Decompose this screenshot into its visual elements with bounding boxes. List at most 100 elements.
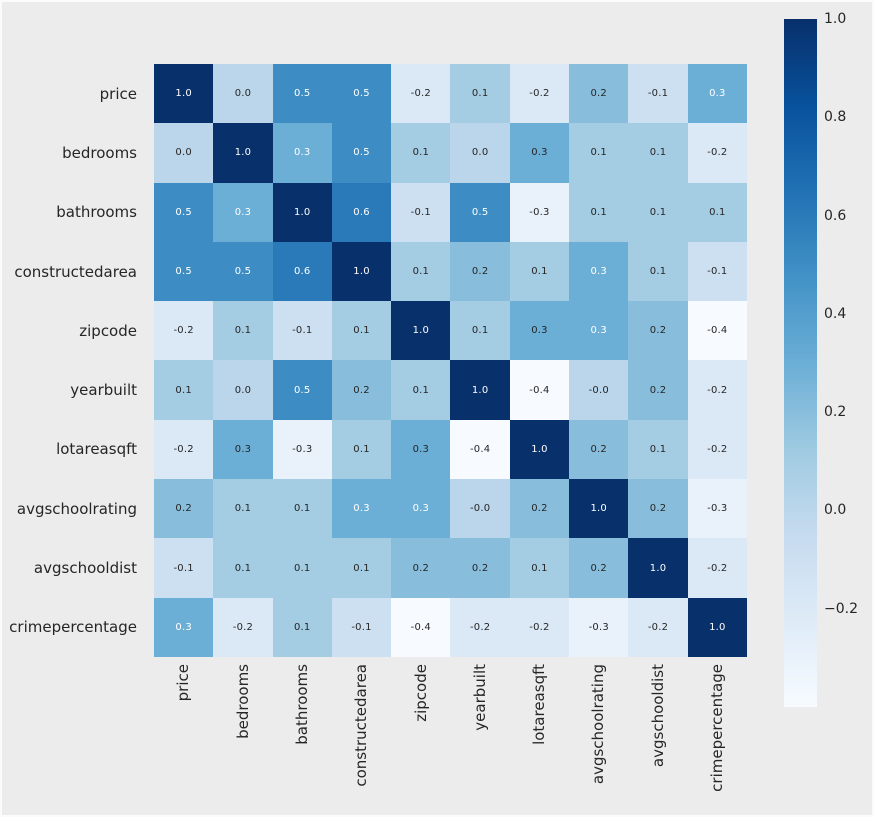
y-tick-label-price: price: [99, 84, 137, 103]
heatmap-cell-bedrooms-crimepercentage: -0.2: [687, 123, 747, 183]
heatmap-cell-bedrooms-bathrooms: 0.3: [272, 123, 332, 183]
heatmap-cell-yearbuilt-lotareasqft: -0.4: [509, 360, 570, 420]
heatmap-cell-avgschoolrating-lotareasqft: 0.2: [509, 479, 570, 539]
heatmap-cell-zipcode-avgschooldist: 0.2: [628, 301, 688, 361]
heatmap-cell-price-lotareasqft: -0.2: [509, 64, 570, 124]
heatmap-cell-crimepercentage-crimepercentage: 1.0: [687, 597, 747, 657]
heatmap-cell-constructedarea-zipcode: 0.1: [391, 241, 451, 302]
heatmap-cell-avgschooldist-constructedarea: 0.1: [331, 538, 392, 598]
heatmap-cell-bathrooms-bathrooms: 1.0: [272, 182, 332, 242]
heatmap-cell-avgschooldist-avgschoolrating: 0.2: [569, 538, 629, 598]
heatmap-cell-bedrooms-avgschooldist: 0.1: [628, 123, 688, 183]
x-tick-label-crimepercentage: crimepercentage: [688, 664, 747, 809]
heatmap-cell-yearbuilt-crimepercentage: -0.2: [687, 360, 747, 420]
heatmap-cell-crimepercentage-zipcode: -0.4: [391, 597, 451, 657]
heatmap-cell-zipcode-zipcode: 1.0: [391, 301, 451, 361]
heatmap-cell-avgschooldist-lotareasqft: 0.1: [509, 538, 570, 598]
heatmap-cell-lotareasqft-bedrooms: 0.3: [213, 419, 273, 480]
x-tick-label-zipcode: zipcode: [391, 664, 450, 809]
colorbar-tick-0.4: 0.4: [824, 305, 847, 322]
heatmap-grid: 1.0 0.0 0.5 0.5 -0.2 0.1 -0.2 0.2 -0.1 0.3 0.0 1.0 0…: [154, 64, 747, 657]
x-tick-label-constructedarea: constructedarea: [332, 664, 391, 809]
heatmap-cell-avgschoolrating-avgschoolrating: 1.0: [569, 479, 629, 539]
y-tick-label-lotareasqft: lotareasqft: [56, 440, 137, 459]
x-tick-label-text: zipcode: [411, 664, 430, 722]
heatmap-cell-avgschooldist-bedrooms: 0.1: [213, 538, 273, 598]
x-tick-label-text: bedrooms: [233, 664, 252, 739]
heatmap-cell-constructedarea-price: 0.5: [154, 241, 214, 302]
colorbar-tick-0.2: 0.2: [824, 404, 847, 421]
heatmap-cell-avgschoolrating-crimepercentage: -0.3: [687, 479, 747, 539]
x-tick-label-text: avgschooldist: [648, 664, 667, 768]
heatmap-cell-price-avgschooldist: -0.1: [628, 64, 688, 124]
colorbar-tick-1: 1.0: [824, 11, 847, 27]
heatmap-cell-bathrooms-yearbuilt: 0.5: [450, 182, 510, 242]
heatmap-cell-price-crimepercentage: 0.3: [687, 64, 747, 124]
heatmap-cell-price-bathrooms: 0.5: [272, 64, 332, 124]
heatmap-cell-crimepercentage-yearbuilt: -0.2: [450, 597, 510, 657]
heatmap-cell-constructedarea-bathrooms: 0.6: [272, 241, 332, 302]
colorbar-tick--0.2: −0.2: [824, 600, 858, 617]
y-tick-label-avgschoolrating: avgschoolrating: [16, 499, 137, 518]
x-tick-label-bathrooms: bathrooms: [273, 664, 332, 809]
heatmap-cell-bathrooms-zipcode: -0.1: [391, 182, 451, 242]
colorbar-tick-0: 0.0: [824, 502, 847, 519]
heatmap-cell-bathrooms-crimepercentage: 0.1: [687, 182, 747, 242]
y-tick-label-zipcode: zipcode: [79, 321, 137, 340]
heatmap-cell-lotareasqft-bathrooms: -0.3: [272, 419, 332, 480]
heatmap-cell-zipcode-constructedarea: 0.1: [331, 301, 392, 361]
y-tick-label-crimepercentage: crimepercentage: [9, 618, 137, 637]
x-tick-label-text: avgschoolrating: [589, 664, 608, 785]
heatmap-cell-bathrooms-lotareasqft: -0.3: [509, 182, 570, 242]
x-tick-label-text: constructedarea: [352, 664, 371, 787]
x-axis-labels: price bedrooms bathrooms constructedarea zip…: [154, 664, 747, 809]
heatmap-cell-yearbuilt-zipcode: 0.1: [391, 360, 451, 420]
heatmap-cell-constructedarea-bedrooms: 0.5: [213, 241, 273, 302]
heatmap-cell-price-price: 1.0: [154, 64, 214, 124]
heatmap-cell-avgschoolrating-bedrooms: 0.1: [213, 479, 273, 539]
heatmap-cell-yearbuilt-avgschooldist: 0.2: [628, 360, 688, 420]
heatmap-cell-avgschoolrating-constructedarea: 0.3: [331, 479, 392, 539]
heatmap-cell-lotareasqft-avgschooldist: 0.1: [628, 419, 688, 480]
heatmap-cell-constructedarea-crimepercentage: -0.1: [687, 241, 747, 302]
y-axis-labels: price bedrooms bathrooms constructedarea zip…: [0, 64, 146, 657]
y-tick-label-constructedarea: constructedarea: [14, 262, 137, 281]
x-tick-label-text: yearbuilt: [470, 664, 489, 731]
x-tick-label-text: crimepercentage: [708, 664, 727, 792]
heatmap-cell-lotareasqft-yearbuilt: -0.4: [450, 419, 510, 480]
heatmap-cell-constructedarea-constructedarea: 1.0: [331, 241, 392, 302]
heatmap-cell-crimepercentage-avgschooldist: -0.2: [628, 597, 688, 657]
heatmap-cell-avgschooldist-zipcode: 0.2: [391, 538, 451, 598]
heatmap-cell-bathrooms-price: 0.5: [154, 182, 214, 242]
heatmap-cell-zipcode-bathrooms: -0.1: [272, 301, 332, 361]
x-tick-label-avgschoolrating: avgschoolrating: [569, 664, 628, 809]
heatmap-cell-crimepercentage-lotareasqft: -0.2: [509, 597, 570, 657]
heatmap-cell-price-zipcode: -0.2: [391, 64, 451, 124]
heatmap-cell-lotareasqft-lotareasqft: 1.0: [509, 419, 570, 480]
heatmap-cell-bedrooms-yearbuilt: 0.0: [450, 123, 510, 183]
heatmap-cell-yearbuilt-constructedarea: 0.2: [331, 360, 392, 420]
heatmap-cell-constructedarea-avgschooldist: 0.1: [628, 241, 688, 302]
heatmap-cell-avgschooldist-avgschooldist: 1.0: [628, 538, 688, 598]
heatmap-cell-lotareasqft-avgschoolrating: 0.2: [569, 419, 629, 480]
heatmap-cell-price-bedrooms: 0.0: [213, 64, 273, 124]
colorbar-tick-0.6: 0.6: [824, 207, 847, 224]
heatmap-cell-avgschooldist-bathrooms: 0.1: [272, 538, 332, 598]
heatmap-cell-zipcode-lotareasqft: 0.3: [509, 301, 570, 361]
heatmap-cell-yearbuilt-bathrooms: 0.5: [272, 360, 332, 420]
colorbar-tick-0.8: 0.8: [824, 109, 847, 126]
heatmap-cell-price-avgschoolrating: 0.2: [569, 64, 629, 124]
colorbar-gradient: [784, 19, 817, 707]
heatmap-cell-bathrooms-avgschoolrating: 0.1: [569, 182, 629, 242]
heatmap-cell-constructedarea-avgschoolrating: 0.3: [569, 241, 629, 302]
heatmap-cell-bedrooms-lotareasqft: 0.3: [509, 123, 570, 183]
x-tick-label-text: price: [174, 664, 193, 702]
heatmap-cell-price-constructedarea: 0.5: [331, 64, 392, 124]
heatmap-cell-bedrooms-price: 0.0: [154, 123, 214, 183]
heatmap-cell-bathrooms-bedrooms: 0.3: [213, 182, 273, 242]
heatmap-cell-crimepercentage-price: 0.3: [154, 597, 214, 657]
x-tick-label-text: lotareasqft: [530, 664, 549, 745]
heatmap-cell-crimepercentage-avgschoolrating: -0.3: [569, 597, 629, 657]
x-tick-label-bedrooms: bedrooms: [213, 664, 272, 809]
